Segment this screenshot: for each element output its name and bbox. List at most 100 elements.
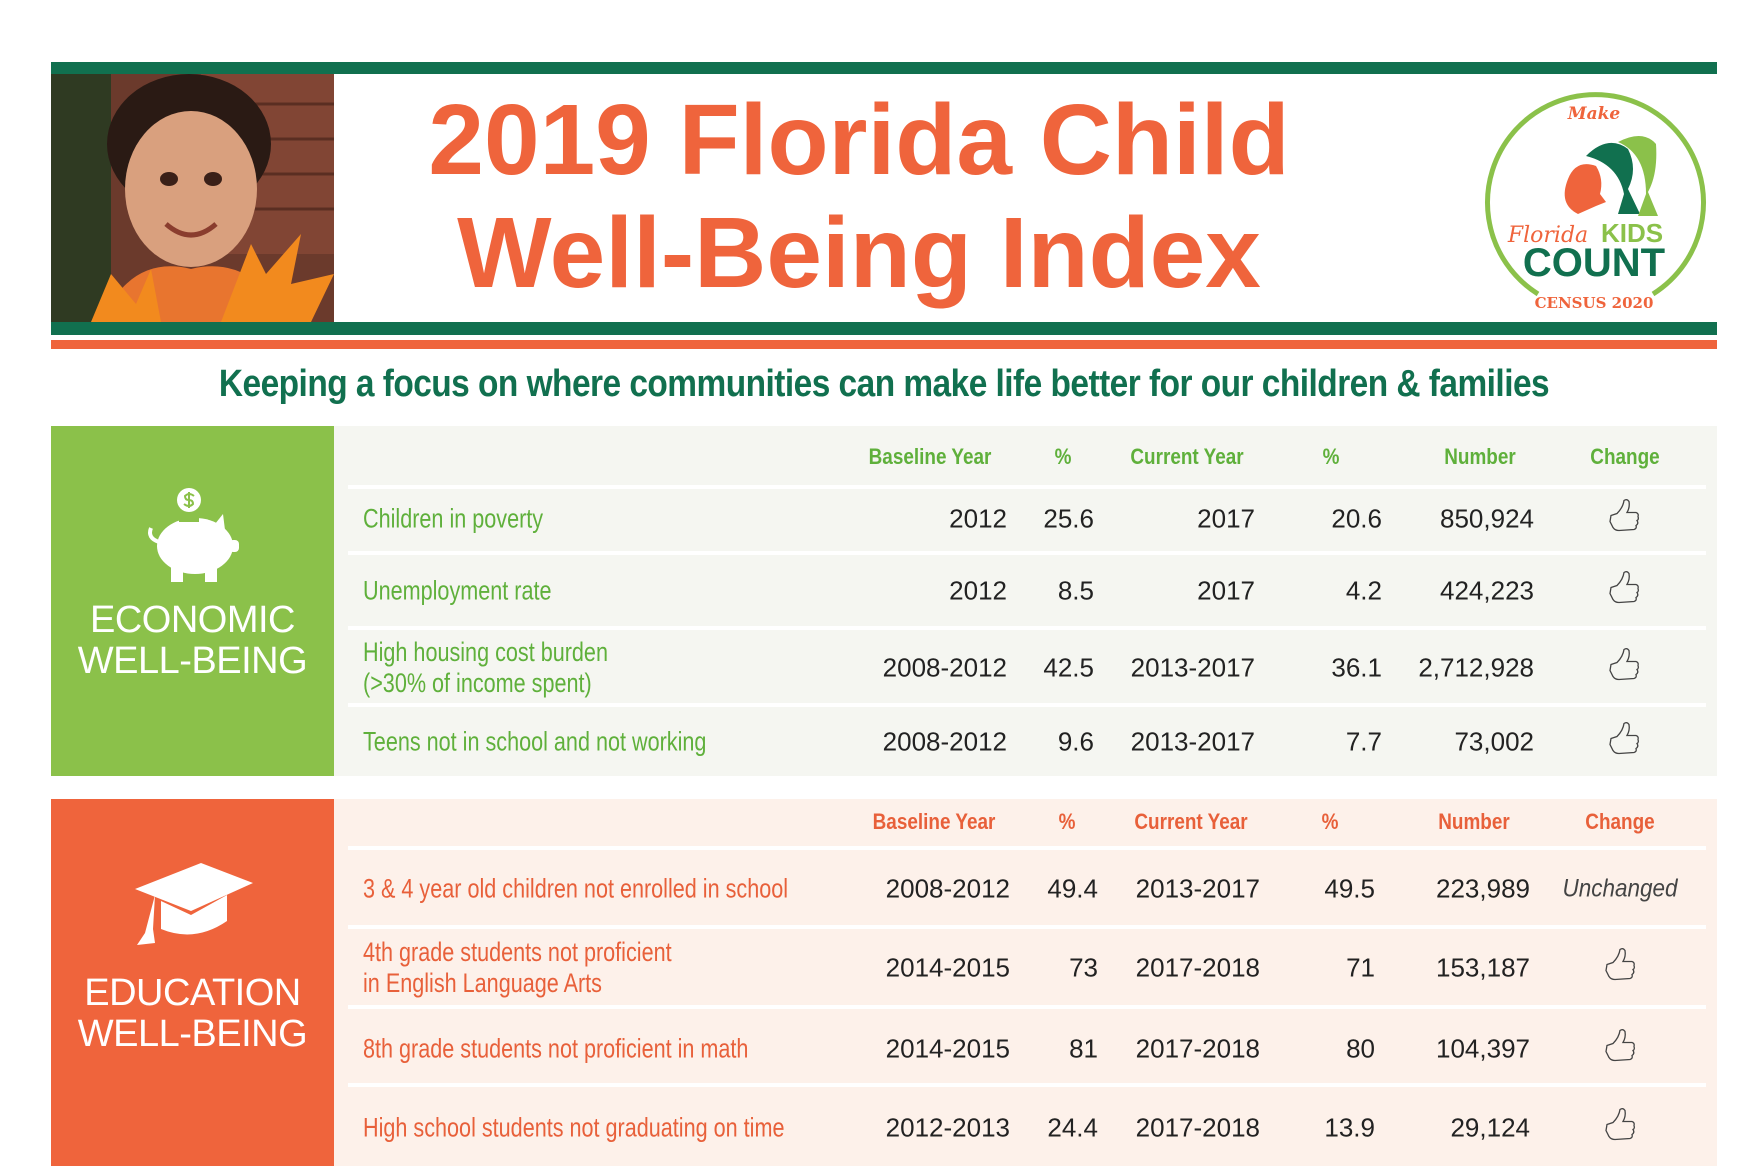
kids-count-logo: Make Florida KIDS COUNT CENSUS 2020 — [1478, 84, 1710, 316]
row-divider — [348, 1083, 1706, 1087]
top-bar — [51, 62, 1717, 74]
svg-text:Make: Make — [1567, 104, 1621, 124]
row-label: High school students not graduating on t… — [363, 1113, 784, 1144]
education-table-bg — [334, 799, 1717, 1166]
column-header: % — [1322, 444, 1340, 469]
baseline-pct: 8.5 — [1057, 575, 1094, 606]
row-label: 3 & 4 year old children not enrolled in … — [363, 874, 788, 905]
current-pct: 13.9 — [1324, 1112, 1375, 1143]
column-header: % — [1058, 809, 1076, 834]
row-divider — [348, 703, 1706, 707]
row-label-line: 3 & 4 year old children not enrolled in … — [363, 873, 789, 904]
education-title-2: WELL-BEING — [77, 1013, 308, 1055]
svg-text:KIDS: KIDS — [1601, 218, 1663, 248]
svg-text:CENSUS 2020: CENSUS 2020 — [1535, 294, 1654, 312]
number: 424,223 — [1440, 575, 1534, 606]
thumbs-up-icon — [1607, 570, 1641, 613]
thumbs-up-icon — [1607, 721, 1641, 764]
current-pct: 36.1 — [1331, 652, 1382, 683]
baseline-pct: 81 — [1069, 1033, 1098, 1064]
row-label: Teens not in school and not working — [363, 727, 706, 758]
number: 223,989 — [1436, 873, 1530, 904]
economic-panel: ECONOMIC WELL-BEING — [51, 426, 334, 776]
thumbs-up-icon — [1603, 1107, 1637, 1150]
row-divider — [348, 846, 1706, 850]
column-header: Change — [1590, 444, 1660, 469]
row-label: High housing cost burden (>30% of income … — [363, 637, 608, 699]
row-divider — [348, 925, 1706, 929]
economic-table-bg — [334, 426, 1717, 776]
economic-title-2: WELL-BEING — [77, 640, 308, 682]
column-header: Baseline Year — [868, 444, 992, 469]
number: 104,397 — [1436, 1033, 1530, 1064]
current-pct: 49.5 — [1324, 873, 1375, 904]
baseline-pct: 9.6 — [1057, 726, 1094, 757]
row-label-line: (>30% of income spent) — [363, 668, 592, 698]
number: 29,124 — [1450, 1112, 1530, 1143]
current-pct: 71 — [1346, 952, 1375, 983]
thumbs-up-icon — [1603, 1028, 1637, 1071]
number: 850,924 — [1440, 503, 1534, 534]
change-text: Unchanged — [1562, 874, 1678, 903]
row-label: Children in poverty — [363, 504, 543, 535]
row-label-line: High housing cost burden — [363, 637, 608, 667]
row-label: 4th grade students not proficient in Engl… — [363, 937, 672, 999]
row-divider — [348, 485, 1706, 489]
baseline-year: 2012 — [949, 575, 1007, 606]
thumbs-up-icon — [1603, 947, 1637, 990]
row-label: 8th grade students not proficient in mat… — [363, 1034, 748, 1065]
current-year: 2013-2017 — [1135, 873, 1260, 904]
number: 153,187 — [1436, 952, 1530, 983]
current-year: 2013-2017 — [1130, 652, 1255, 683]
row-label: Unemployment rate — [363, 576, 551, 607]
current-pct: 4.2 — [1345, 575, 1382, 606]
baseline-year: 2014-2015 — [885, 1033, 1010, 1064]
current-pct: 20.6 — [1331, 503, 1382, 534]
education-panel: EDUCATION WELL-BEING — [51, 799, 334, 1166]
current-year: 2017-2018 — [1135, 1112, 1260, 1143]
column-header: Baseline Year — [872, 809, 996, 834]
row-divider — [348, 626, 1706, 630]
child-photo — [51, 74, 334, 322]
column-header: % — [1321, 809, 1339, 834]
baseline-pct: 42.5 — [1043, 652, 1094, 683]
column-header: Current Year — [1130, 444, 1244, 469]
number: 73,002 — [1454, 726, 1534, 757]
column-header: Current Year — [1134, 809, 1248, 834]
thumbs-up-icon — [1607, 498, 1641, 541]
baseline-pct: 49.4 — [1047, 873, 1098, 904]
row-label-line: 8th grade students not proficient in mat… — [363, 1033, 749, 1064]
subtitle: Keeping a focus on where communities can… — [218, 363, 1550, 405]
bottom-bar-orange — [51, 340, 1717, 349]
column-header: Number — [1438, 809, 1510, 834]
current-year: 2017 — [1197, 575, 1255, 606]
current-pct: 7.7 — [1345, 726, 1382, 757]
baseline-pct: 73 — [1069, 952, 1098, 983]
svg-text:COUNT: COUNT — [1523, 241, 1665, 285]
column-header: Change — [1585, 809, 1655, 834]
row-label-line: in English Language Arts — [363, 968, 602, 998]
svg-text:Florida: Florida — [1507, 223, 1588, 248]
current-pct: 80 — [1346, 1033, 1375, 1064]
current-year: 2013-2017 — [1130, 726, 1255, 757]
economic-title-1: ECONOMIC — [90, 599, 296, 641]
row-divider — [348, 1005, 1706, 1009]
row-label-line: High school students not graduating on t… — [363, 1112, 785, 1143]
current-year: 2017-2018 — [1135, 952, 1260, 983]
row-label-line: 4th grade students not proficient — [363, 937, 672, 967]
current-year: 2017 — [1197, 503, 1255, 534]
baseline-year: 2008-2012 — [882, 652, 1007, 683]
baseline-pct: 25.6 — [1043, 503, 1094, 534]
education-title-1: EDUCATION — [84, 972, 301, 1014]
row-divider — [348, 551, 1706, 555]
title-line-2: Well-Being Index — [457, 197, 1261, 309]
baseline-year: 2008-2012 — [882, 726, 1007, 757]
baseline-year: 2012-2013 — [885, 1112, 1010, 1143]
bottom-bar-green — [51, 322, 1717, 335]
baseline-year: 2012 — [949, 503, 1007, 534]
graduation-cap-icon — [135, 863, 253, 945]
baseline-year: 2008-2012 — [885, 873, 1010, 904]
baseline-year: 2014-2015 — [885, 952, 1010, 983]
title-line-1: 2019 Florida Child — [428, 84, 1290, 196]
number: 2,712,928 — [1418, 652, 1534, 683]
